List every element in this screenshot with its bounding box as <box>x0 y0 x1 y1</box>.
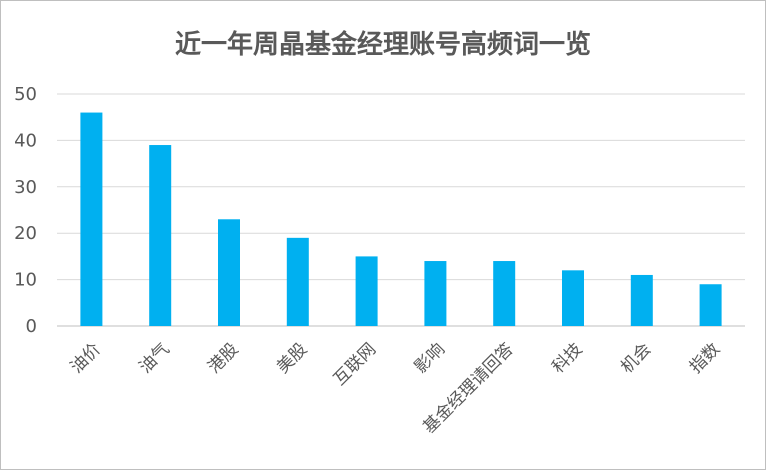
x-tick-label: 影响 <box>411 339 449 377</box>
x-tick-label: 指数 <box>686 339 724 377</box>
bar <box>286 237 309 326</box>
y-tick-label: 20 <box>14 223 37 244</box>
x-tick-label: 油气 <box>136 339 174 377</box>
bar <box>630 274 653 326</box>
bar <box>699 284 722 326</box>
y-tick-label: 30 <box>14 177 37 198</box>
chart-title: 近一年周晶基金经理账号高频词一览 <box>174 30 591 60</box>
bar <box>355 256 378 326</box>
x-tick-label: 互联网 <box>330 339 380 389</box>
x-tick-label: 港股 <box>204 339 242 377</box>
x-tick-label: 科技 <box>548 339 586 377</box>
bar <box>218 219 240 326</box>
x-tick-label: 机会 <box>617 339 655 377</box>
y-tick-label: 10 <box>14 270 37 291</box>
x-tick-label: 美股 <box>273 339 311 377</box>
y-tick-label: 50 <box>14 84 37 105</box>
x-tick-label: 油价 <box>67 339 105 377</box>
bar <box>80 112 103 326</box>
y-tick-label: 0 <box>26 316 37 337</box>
bar <box>493 261 516 326</box>
bar <box>149 145 172 326</box>
bar <box>562 270 584 326</box>
y-tick-label: 40 <box>14 130 37 151</box>
bar <box>424 261 447 326</box>
